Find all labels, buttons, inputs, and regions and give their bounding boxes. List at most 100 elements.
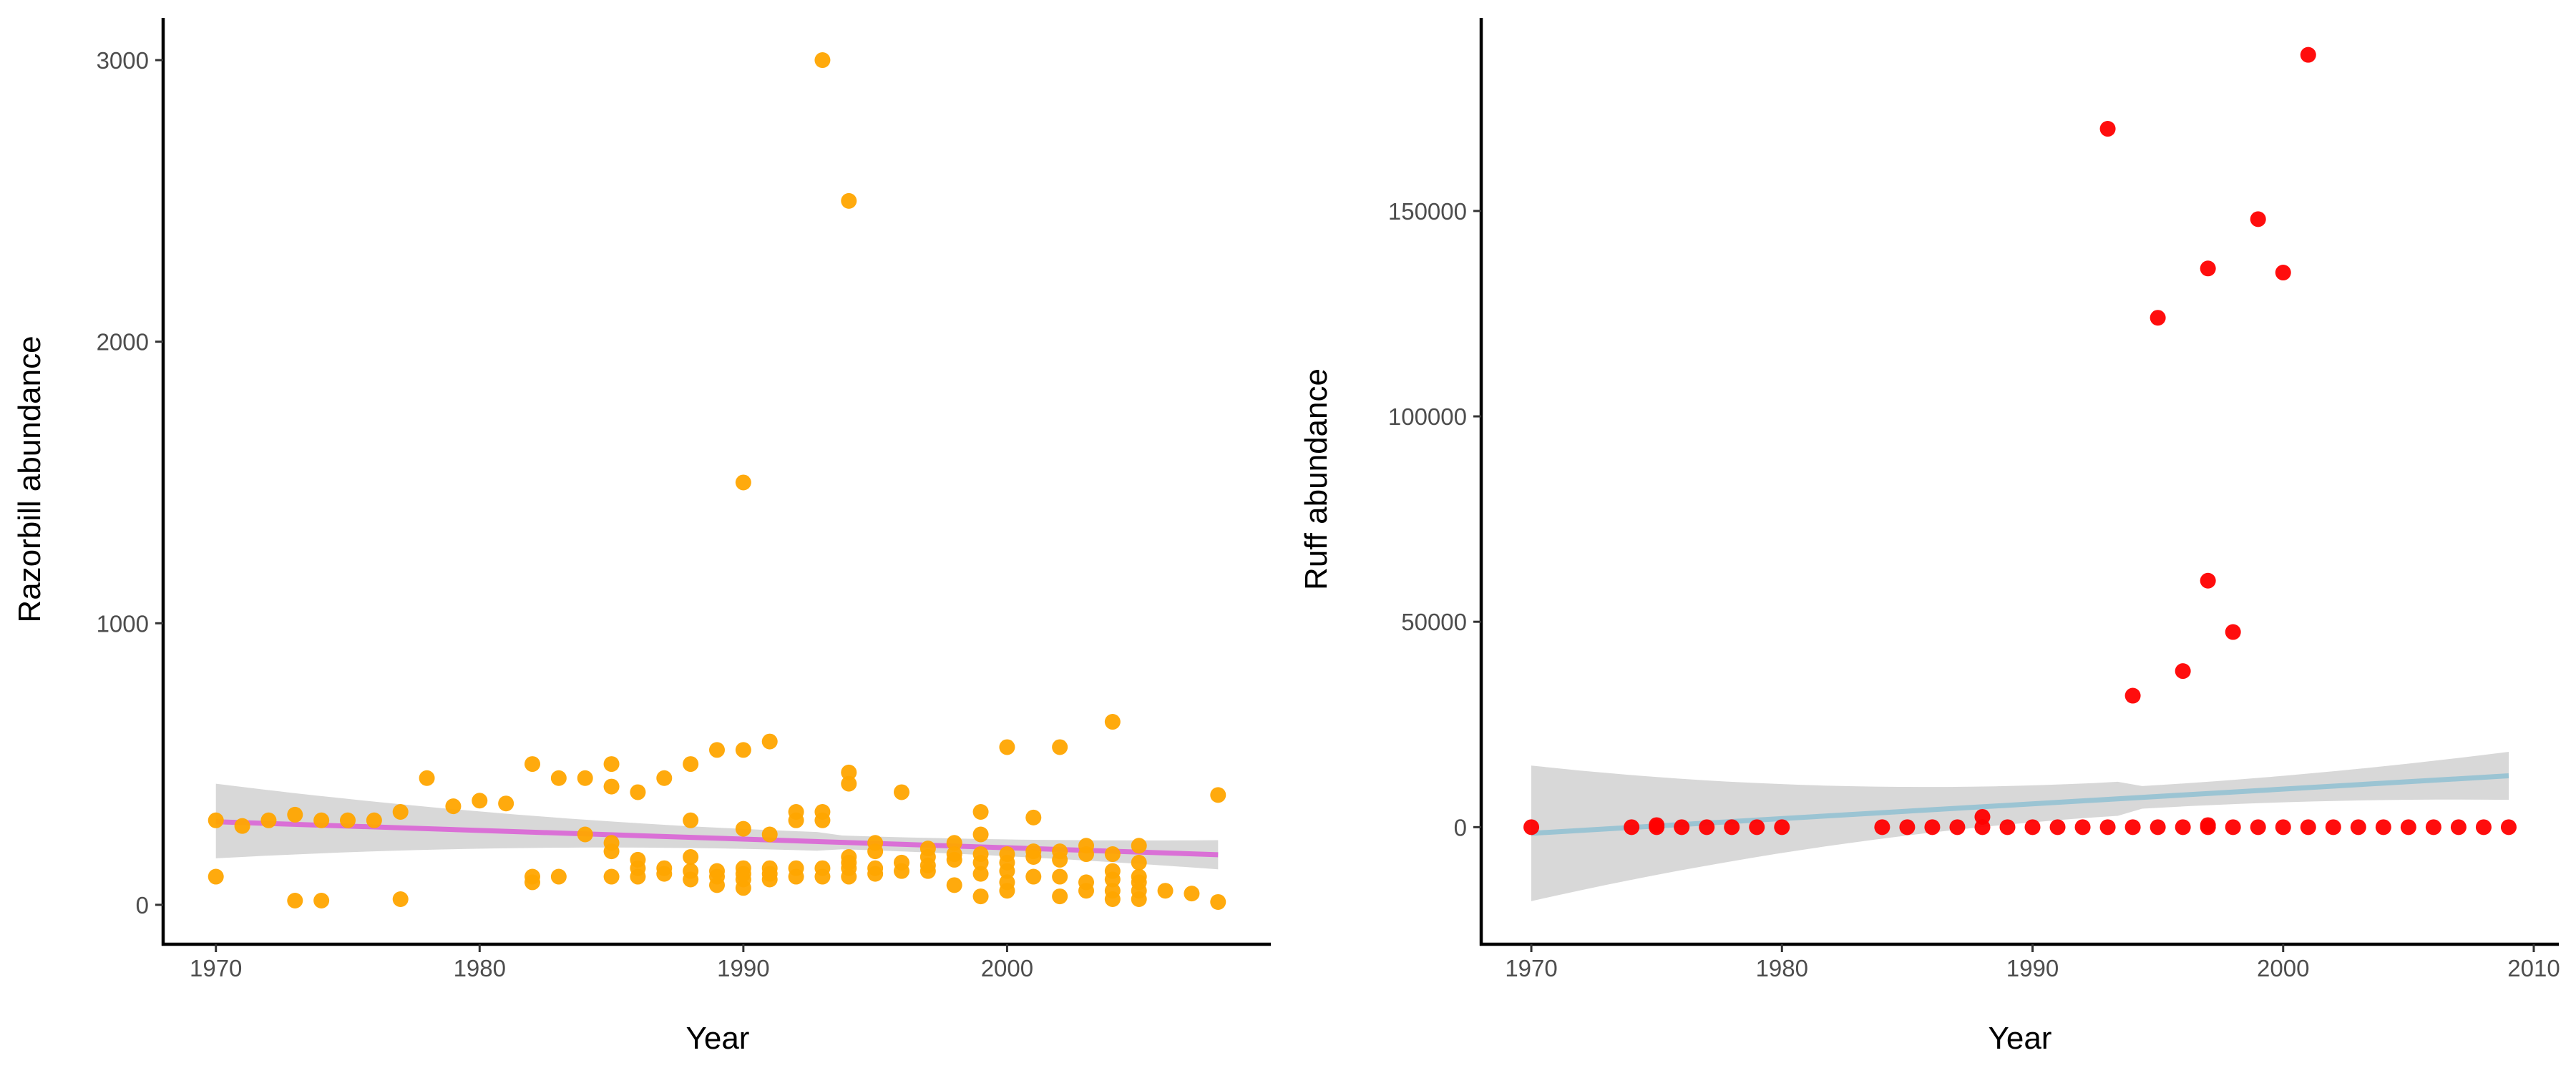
x-tick-label: 1970 [1505,955,1557,981]
data-point [2200,817,2216,833]
data-point [1104,871,1121,888]
data-point [2200,260,2216,277]
data-point [419,770,435,786]
x-tick-label: 2000 [981,955,1033,981]
data-point [1649,817,1665,833]
data-point [313,812,330,828]
data-point [2275,819,2291,836]
data-point [2074,819,2091,836]
data-point [2250,819,2266,836]
data-point [1052,868,1068,885]
y-tick-label: 50000 [1401,609,1467,635]
data-point [683,871,699,888]
data-point [1949,819,1966,836]
data-point [735,474,751,491]
data-point [919,863,936,879]
data-point [814,52,831,69]
data-point [1104,714,1121,730]
data-point [999,883,1015,899]
data-point [1025,848,1042,865]
data-point [999,739,1015,755]
data-point [2250,211,2266,227]
x-axis-title: Year [1989,1021,2052,1056]
data-point [313,892,330,908]
data-point [234,818,250,834]
data-point [2175,663,2191,680]
data-point [2200,572,2216,589]
ruff-panel: 1970 1980 1990 2000 2010 0 50000 100000 150000 Y… [1299,18,2560,1056]
data-point [1052,888,1068,905]
data-point [260,812,277,828]
data-point [735,880,751,896]
y-tick-label: 3000 [97,47,149,74]
data-point [1699,819,1715,836]
data-point [2475,819,2492,836]
data-point [761,871,778,888]
data-point [656,770,673,786]
data-point [1157,883,1174,899]
x-tick-label: 2000 [2257,955,2309,981]
data-point [445,798,462,815]
data-point [550,770,567,786]
data-point [2150,819,2166,836]
data-point [1999,819,2016,836]
data-point [630,784,646,800]
data-point [603,778,620,795]
data-point [498,795,514,812]
data-point [709,742,725,758]
data-point [392,804,409,820]
data-point [1131,838,1147,854]
trend-line [215,819,1219,858]
x-tick-label: 1980 [1756,955,1808,981]
data-point [972,866,989,882]
data-point [814,812,831,828]
data-point [525,756,540,773]
data-point [208,812,224,828]
data-point [1025,809,1042,825]
data-point [2450,819,2467,836]
data-point [1624,819,1640,836]
data-point [999,863,1015,879]
data-point [946,851,962,868]
data-point [972,826,989,843]
data-point [1078,846,1094,863]
data-point [841,868,857,885]
data-point [2124,819,2141,836]
data-point [208,868,224,885]
data-point [788,868,804,885]
data-point [603,756,620,773]
data-point [841,192,857,209]
data-point [761,826,778,843]
data-point [2425,819,2441,836]
data-point [2225,624,2241,640]
data-point [656,866,673,882]
data-point [709,877,725,893]
x-axis-title: Year [686,1021,750,1056]
y-tick-label: 0 [1454,814,1467,841]
data-point [340,812,356,828]
data-point [1131,891,1147,908]
data-point [1210,893,1226,910]
y-axis-title: Ruff abundance [1299,368,1334,590]
data-point [2350,819,2366,836]
y-tick-label: 0 [136,892,149,918]
x-tick-label: 2010 [2507,955,2560,981]
data-point [1523,819,1540,836]
data-point [814,868,831,885]
data-point [1749,819,1765,836]
data-point [287,892,303,908]
data-point [683,848,699,865]
data-point [841,775,857,792]
data-point [392,891,409,908]
data-point [683,812,699,828]
data-point [1052,739,1068,755]
data-point [2124,687,2141,704]
data-point [683,756,699,773]
data-point [2300,819,2316,836]
razorbill-panel: 1970 1980 1990 2000 0 1000 2000 3000 Year Razor… [12,18,1271,1056]
data-point [2275,265,2291,281]
data-point [867,843,884,860]
data-point [2049,819,2066,836]
y-tick-label: 1000 [97,610,149,637]
data-point [841,764,857,780]
